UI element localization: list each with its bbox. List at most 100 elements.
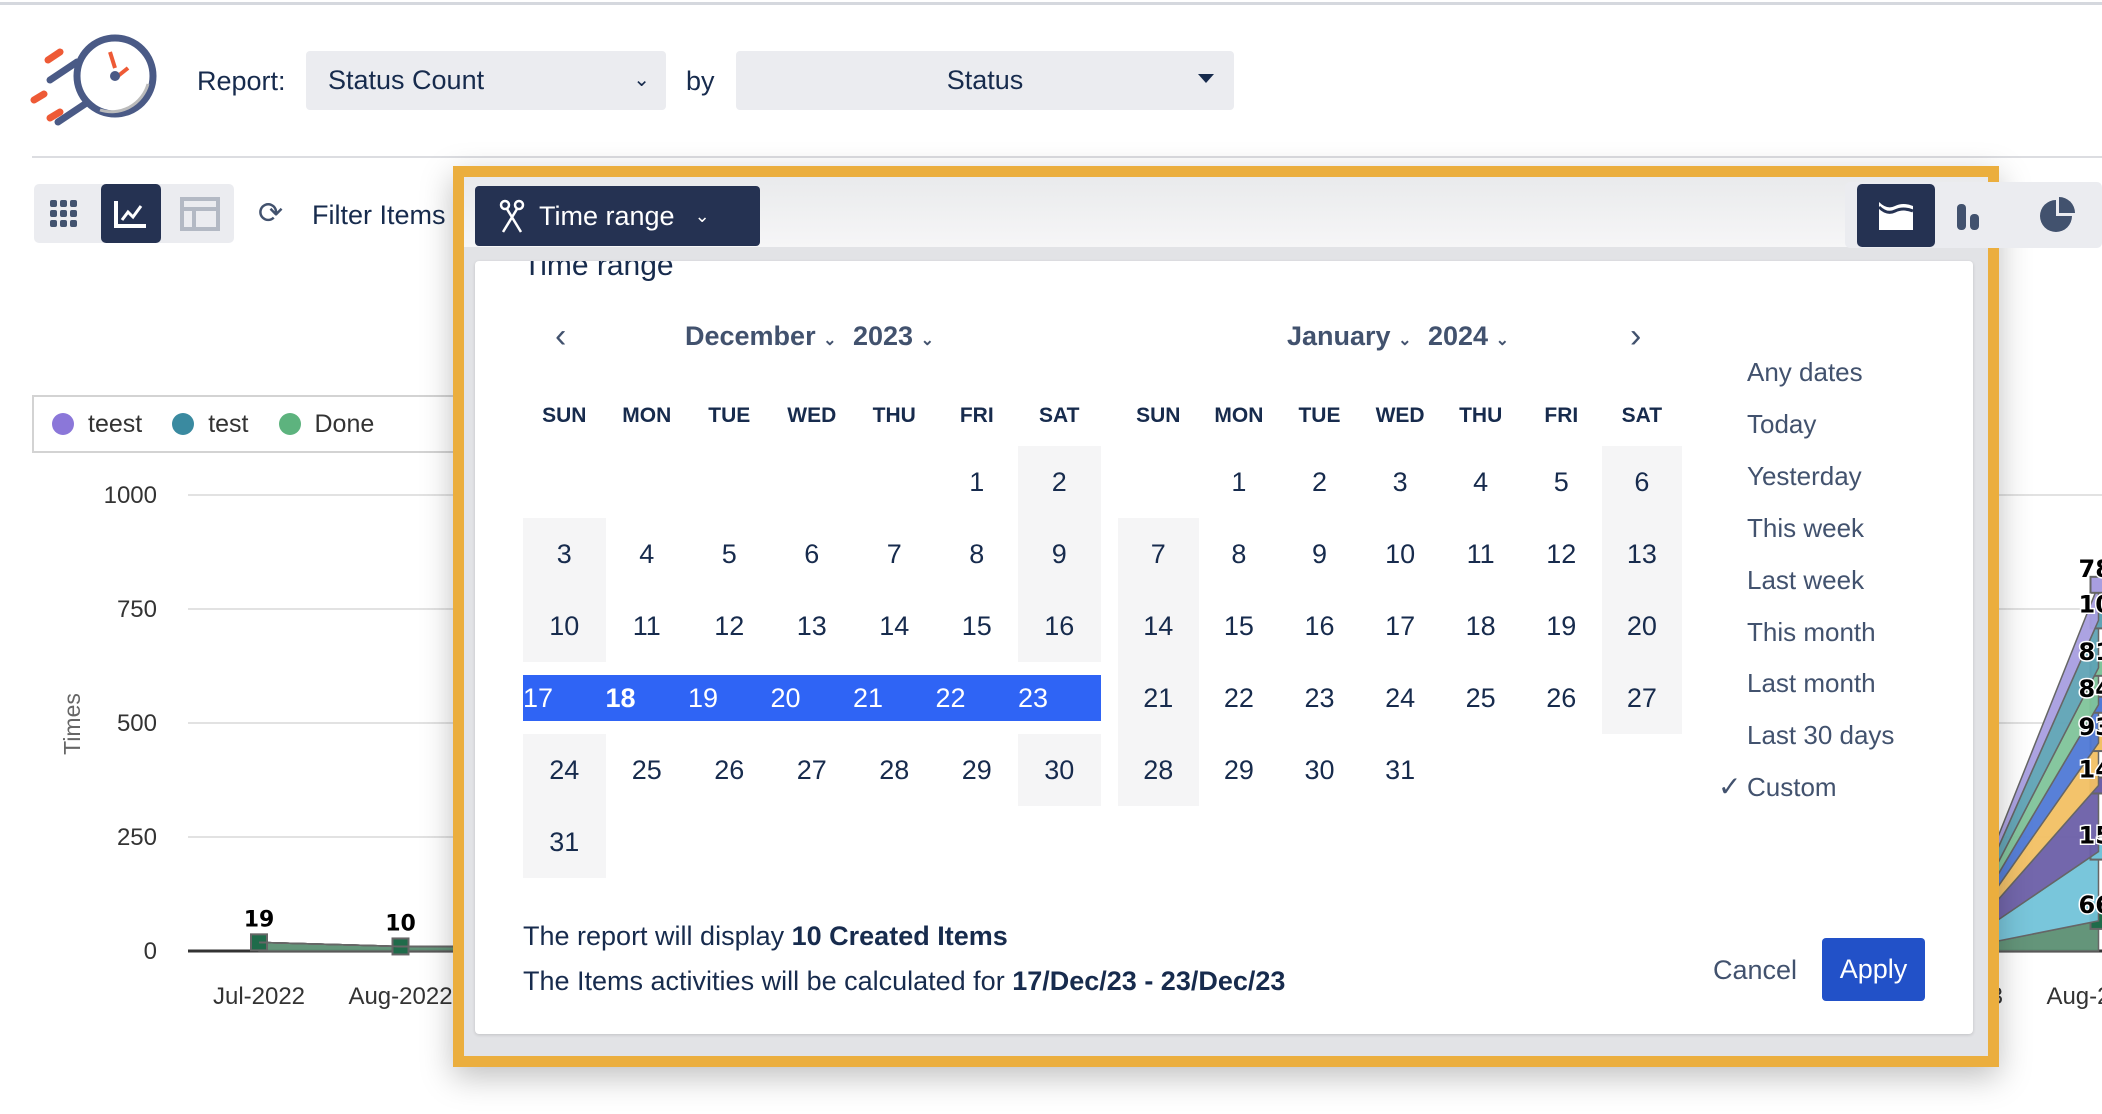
calendar-day[interactable]: 17 [523, 683, 554, 713]
calendar-day[interactable]: 23 [1304, 683, 1335, 713]
calendar-day[interactable]: 26 [714, 755, 745, 785]
quick-option-custom[interactable]: Custom [1747, 772, 1837, 803]
calendar-day[interactable]: 3 [1392, 467, 1408, 497]
calendar-day[interactable]: 22 [935, 683, 966, 713]
area-chart-button[interactable] [1857, 184, 1935, 247]
by-label: by [686, 66, 715, 96]
calendar-day[interactable]: 14 [879, 611, 910, 641]
calendar-day[interactable]: 29 [961, 755, 992, 785]
legend-dot [278, 413, 301, 435]
quick-option-yesterday[interactable]: Yesterday [1747, 460, 1862, 491]
calendar-day[interactable]: 24 [523, 734, 606, 806]
calendar-day[interactable]: 2 [1018, 446, 1101, 518]
quick-option-any-dates[interactable]: Any dates [1747, 357, 1863, 387]
calendar-day[interactable]: 21 [1118, 662, 1199, 734]
calendar-day[interactable]: 27 [1601, 662, 1683, 734]
calendar-day[interactable]: 20 [1601, 590, 1683, 662]
calendar-day[interactable]: 13 [1601, 518, 1683, 590]
calendar-day[interactable]: 18 [605, 683, 636, 713]
calendar-day[interactable]: 1 [1231, 467, 1247, 497]
summary-range: 17/Dec/23 - 23/Dec/23 [1012, 966, 1286, 996]
calendar-day[interactable]: 20 [770, 683, 801, 713]
calendar-day[interactable]: 15 [961, 611, 992, 641]
quick-option-last-30-days[interactable]: Last 30 days [1747, 720, 1895, 751]
calendar-day[interactable]: 11 [632, 611, 661, 641]
grid-view-button[interactable] [34, 184, 94, 243]
month-select[interactable]: January ⌄ [1287, 321, 1411, 352]
refresh-icon[interactable]: ⟳ [258, 197, 284, 230]
next-month-icon[interactable]: › [1630, 317, 1642, 355]
group-by-select[interactable]: Status [736, 51, 1234, 110]
calendar-day[interactable]: 25 [1465, 683, 1496, 713]
time-range-button[interactable]: Time range ⌄ [475, 186, 760, 246]
calendar-day[interactable]: 30 [1018, 734, 1101, 806]
calendar-day[interactable]: 5 [721, 539, 737, 569]
calendar-day[interactable]: 10 [1385, 539, 1416, 569]
calendar-day[interactable]: 22 [1223, 683, 1254, 713]
calendar-day[interactable]: 13 [796, 611, 827, 641]
calendar-day[interactable]: 5 [1553, 467, 1569, 497]
calendar-day[interactable]: 8 [1231, 539, 1247, 569]
year-select[interactable]: 2023 ⌄ [853, 321, 934, 352]
data-label: 81 [2079, 638, 2102, 666]
calendar-day[interactable]: 17 [1385, 611, 1416, 641]
apply-button[interactable]: Apply [1822, 938, 1925, 1001]
calendar-day[interactable]: 28 [1118, 734, 1199, 806]
quick-option-this-week[interactable]: This week [1747, 512, 1865, 543]
calendar-day[interactable]: 31 [1385, 755, 1416, 785]
legend-item[interactable]: test [172, 410, 249, 439]
calendar-day[interactable]: 1 [969, 467, 985, 497]
calendar-day[interactable]: 16 [1018, 590, 1101, 662]
quick-option-last-week[interactable]: Last week [1747, 564, 1865, 595]
bar-chart-icon[interactable] [1955, 200, 1981, 232]
calendar-day[interactable]: 3 [523, 518, 606, 590]
legend-item[interactable]: Done [278, 410, 374, 439]
calendar-day[interactable]: 25 [631, 755, 662, 785]
calendar-day[interactable]: 31 [523, 806, 606, 878]
scissors-icon [499, 199, 525, 233]
month-select[interactable]: December ⌄ [685, 321, 837, 352]
calendar-day[interactable]: 7 [886, 539, 902, 569]
quick-option-today[interactable]: Today [1747, 408, 1817, 439]
report-type-select[interactable]: Status Count ⌄ [306, 51, 666, 110]
calendar-day[interactable]: 16 [1304, 611, 1335, 641]
calendar-day[interactable]: 6 [804, 539, 820, 569]
filter-items-button[interactable]: Filter Items [312, 200, 446, 230]
chart-view-button[interactable] [101, 184, 161, 243]
calendar-day[interactable]: 15 [1223, 611, 1254, 641]
calendar-day[interactable]: 21 [853, 683, 884, 713]
calendar-day[interactable]: 12 [1546, 539, 1577, 569]
calendar-day[interactable]: 24 [1385, 683, 1416, 713]
calendar-day[interactable]: 6 [1601, 446, 1683, 518]
calendar-day[interactable]: 2 [1311, 467, 1327, 497]
legend-item[interactable]: teest [52, 410, 142, 439]
calendar-day[interactable]: 9 [1018, 518, 1101, 590]
year-select[interactable]: 2024 ⌄ [1428, 321, 1509, 352]
calendar-day[interactable]: 4 [639, 539, 655, 569]
pie-chart-icon[interactable] [2038, 196, 2078, 234]
calendar-day[interactable]: 11 [1466, 539, 1495, 569]
calendar-day[interactable]: 4 [1473, 467, 1489, 497]
calendar-day[interactable]: 27 [796, 755, 827, 785]
calendar-day[interactable]: 14 [1118, 590, 1199, 662]
prev-month-icon[interactable]: ‹ [555, 317, 567, 355]
calendar-day[interactable]: 30 [1304, 755, 1335, 785]
check-icon: ✓ [1718, 771, 1742, 803]
quick-option-last-month[interactable]: Last month [1747, 668, 1876, 699]
calendar-day[interactable]: 10 [523, 590, 606, 662]
calendar-day[interactable]: 23 [1018, 683, 1049, 713]
calendar-day[interactable]: 9 [1311, 539, 1327, 569]
calendar-day[interactable]: 19 [1546, 611, 1577, 641]
calendar-day[interactable]: 19 [688, 683, 719, 713]
calendar-day[interactable]: 7 [1118, 518, 1199, 590]
quick-option-this-month[interactable]: This month [1747, 616, 1876, 647]
calendar-day[interactable]: 26 [1546, 683, 1577, 713]
table-view-button[interactable] [170, 184, 230, 243]
calendar-day[interactable]: 8 [969, 539, 985, 569]
calendar-day[interactable]: 18 [1465, 611, 1496, 641]
calendar-day[interactable]: 28 [879, 755, 910, 785]
calendar-day[interactable]: 12 [714, 611, 745, 641]
y-tick-label: 1000 [104, 482, 157, 509]
calendar-day[interactable]: 29 [1223, 755, 1254, 785]
cancel-button[interactable]: Cancel [1713, 955, 1798, 985]
